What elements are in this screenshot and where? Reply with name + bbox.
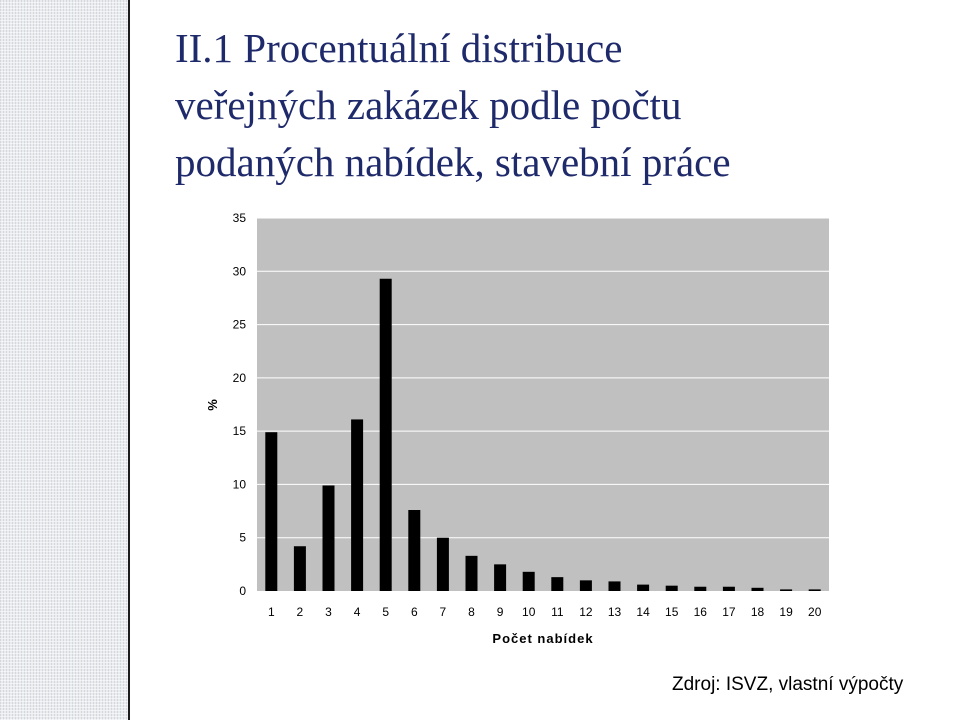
bar-5	[379, 278, 392, 591]
bar-13	[608, 581, 621, 591]
x-tick-label: 13	[608, 605, 622, 619]
x-tick-label: 20	[808, 605, 822, 619]
y-tick-label: 30	[233, 264, 247, 278]
bar-16	[694, 586, 707, 591]
y-tick-label: 5	[239, 531, 246, 545]
x-tick-label: 5	[382, 605, 389, 619]
x-tick-label: 18	[751, 605, 765, 619]
y-axis-label: %	[205, 399, 220, 411]
x-tick-label: 12	[579, 605, 593, 619]
gridlines	[257, 217, 829, 539]
x-tick-label: 6	[411, 605, 418, 619]
bar-15	[665, 585, 678, 591]
slide-title-line-3: podaných nabídek, stavební práce	[175, 139, 731, 185]
x-tick-label: 2	[297, 605, 304, 619]
bar-11	[551, 577, 564, 591]
x-axis-ticks: 1 2 3 4 5 6 7 8 9 10 11 12 13 14 15 16 17 18 19 20	[268, 605, 822, 619]
bar-4	[351, 419, 364, 591]
x-tick-label: 4	[354, 605, 361, 619]
y-tick-label: 20	[233, 371, 247, 385]
y-tick-label: 25	[233, 318, 247, 332]
bar-9	[494, 564, 507, 591]
bar-6	[408, 510, 421, 591]
bar-18	[751, 587, 764, 591]
x-axis-label: Počet nabídek	[492, 631, 593, 646]
bar-10	[522, 571, 535, 591]
x-tick-label: 1	[268, 605, 275, 619]
bar-7	[436, 537, 449, 591]
bar-19	[780, 589, 793, 591]
x-tick-label: 19	[779, 605, 793, 619]
bar-1	[265, 432, 278, 591]
bar-3	[322, 485, 335, 591]
y-tick-label: 10	[233, 477, 247, 491]
bar-2	[293, 546, 306, 591]
x-tick-label: 9	[497, 605, 504, 619]
bar-20	[808, 589, 821, 591]
x-tick-label: 17	[722, 605, 736, 619]
x-tick-label: 7	[440, 605, 447, 619]
x-tick-label: 11	[551, 605, 564, 619]
slide-title-line-2: veřejných zakázek podle počtu	[175, 82, 682, 128]
bar-17	[722, 586, 735, 591]
side-decoration-stripe	[0, 0, 130, 720]
x-tick-label: 14	[636, 605, 650, 619]
slide-title-line-1: II.1 Procentuální distribuce	[175, 25, 623, 71]
x-tick-label: 15	[665, 605, 679, 619]
y-tick-label: 0	[239, 584, 246, 598]
x-tick-label: 16	[694, 605, 708, 619]
source-note: Zdroj: ISVZ, vlastní výpočty	[672, 674, 904, 695]
plot-area	[257, 218, 829, 591]
bar-8	[465, 555, 478, 591]
bars	[265, 278, 821, 591]
y-tick-label: 15	[233, 424, 247, 438]
y-axis-ticks: 0 5 10 15 20 25 30 35	[233, 211, 247, 598]
y-tick-label: 35	[233, 211, 247, 225]
x-tick-label: 10	[522, 605, 536, 619]
slide-title: II.1 Procentuální distribuce veřejných z…	[175, 20, 935, 191]
x-tick-label: 3	[325, 605, 332, 619]
bar-12	[579, 580, 592, 591]
bar-14	[637, 584, 650, 591]
x-tick-label: 8	[468, 605, 475, 619]
